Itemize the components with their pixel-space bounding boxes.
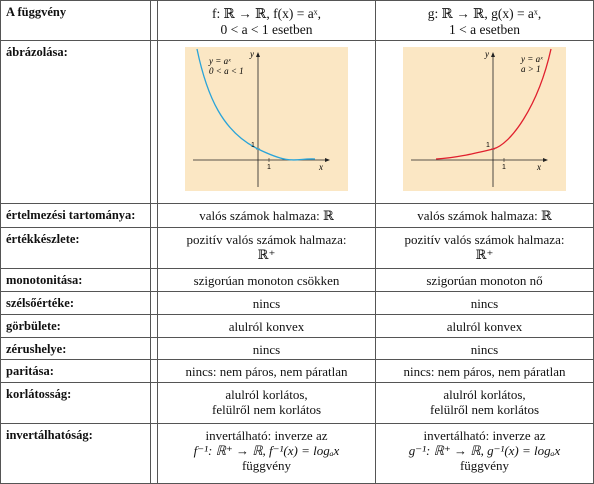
curvature-row: görbülete: alulról konvex alulról konvex xyxy=(0,313,594,339)
monotonic-row: monotonitása: szigorúan monoton csökken … xyxy=(0,267,594,292)
g-extremum: nincs xyxy=(375,290,594,315)
domain-label: értelmezési tartománya: xyxy=(0,203,151,229)
g-domain: valós számok halmaza: ℝ xyxy=(375,203,594,229)
f-plot-label-1: y = aˣ xyxy=(208,56,231,66)
f-x-arrow xyxy=(325,158,330,163)
f-parity: nincs: nem páros, nem páratlan xyxy=(157,359,376,384)
monotonic-label: monotonitása: xyxy=(0,267,151,292)
f-axis-x-label: x xyxy=(318,162,323,172)
f-axis-y-label: y xyxy=(249,49,254,59)
gap-cell xyxy=(150,382,158,424)
f-curvature: alulról konvex xyxy=(157,313,376,339)
f-definition-line1: f: ℝ → ℝ, f(x) = aˣ, xyxy=(212,6,321,21)
invertible-row: invertálhatóság: invertálható: inverze a… xyxy=(0,422,594,484)
gap-cell xyxy=(150,267,158,292)
g-plot: y = aˣ a > 1 x y 1 1 xyxy=(403,47,566,192)
gap-cell xyxy=(150,227,158,269)
gap-cell xyxy=(150,337,158,361)
invertible-label: invertálhatóság: xyxy=(0,422,151,484)
g-plot-label-2: a > 1 xyxy=(521,64,541,74)
g-curve xyxy=(435,49,552,160)
f-curve xyxy=(196,49,316,161)
g-definition-line2: 1 < a esetben xyxy=(449,22,520,37)
f-y-arrow xyxy=(256,52,260,58)
f-definition-line2: 0 < a < 1 esetben xyxy=(220,22,313,37)
gap-cell xyxy=(150,0,158,42)
graph-label: ábrázolása: xyxy=(0,40,151,205)
gap-cell xyxy=(150,422,158,484)
g-invertible: invertálható: inverze az g⁻¹: ℝ⁺ → ℝ, g⁻… xyxy=(375,422,594,484)
g-bounded: alulról korlátos, felülről nem korlátos xyxy=(375,382,594,424)
f-definition: f: ℝ → ℝ, f(x) = aˣ, 0 < a < 1 esetben xyxy=(157,0,376,42)
f-range: pozitív valós számok halmaza: ℝ⁺ xyxy=(157,227,376,269)
f-zero: nincs xyxy=(157,337,376,361)
f-domain: valós számok halmaza: ℝ xyxy=(157,203,376,229)
f-monotonic: szigorúan monoton csökken xyxy=(157,267,376,292)
g-plot-svg: y = aˣ a > 1 x y 1 1 xyxy=(411,49,552,188)
g-invertible-line2: g⁻¹: ℝ⁺ → ℝ, g⁻¹(x) = logₐx xyxy=(408,442,561,458)
f-range-line2: ℝ⁺ xyxy=(257,247,276,263)
f-plot: y = aˣ 0 < a < 1 x y 1 1 xyxy=(185,47,348,192)
g-axis-y-label: y xyxy=(484,49,489,59)
g-definition: g: ℝ → ℝ, g(x) = aˣ, 1 < a esetben xyxy=(375,0,594,42)
gap-cell xyxy=(150,290,158,315)
bounded-label: korlátosság: xyxy=(0,382,151,424)
g-tick-y-label: 1 xyxy=(486,142,490,149)
g-curvature: alulról konvex xyxy=(375,313,594,339)
f-bounded-line1: alulról korlátos, xyxy=(225,387,308,403)
f-invertible-line1: invertálható: inverze az xyxy=(205,427,328,443)
g-zero: nincs xyxy=(375,337,594,361)
f-tick-x-label: 1 xyxy=(267,164,271,171)
g-definition-line1: g: ℝ → ℝ, g(x) = aˣ, xyxy=(427,6,542,21)
g-x-arrow xyxy=(543,158,548,163)
parity-label: paritása: xyxy=(0,359,151,384)
f-invertible-line2: f⁻¹: ℝ⁺ → ℝ, f⁻¹(x) = logₐx xyxy=(193,442,340,458)
g-monotonic: szigorúan monoton nő xyxy=(375,267,594,292)
g-invertible-line1: invertálható: inverze az xyxy=(423,427,546,443)
domain-row: értelmezési tartománya: valós számok hal… xyxy=(0,203,594,229)
g-plot-label-1: y = aˣ xyxy=(520,54,543,64)
f-range-line1: pozitív valós számok halmaza: xyxy=(186,232,347,248)
gap-cell xyxy=(150,359,158,384)
range-label: értékkészlete: xyxy=(0,227,151,269)
header-row: A függvény f: ℝ → ℝ, f(x) = aˣ, 0 < a < … xyxy=(0,0,594,42)
f-tick-y-label: 1 xyxy=(251,142,255,149)
zero-row: zérushelye: nincs nincs xyxy=(0,337,594,361)
extremum-row: szélsőértéke: nincs nincs xyxy=(0,290,594,315)
zero-label: zérushelye: xyxy=(0,337,151,361)
g-parity: nincs: nem páros, nem páratlan xyxy=(375,359,594,384)
table-title: A függvény xyxy=(0,0,151,42)
f-extremum: nincs xyxy=(157,290,376,315)
f-bounded-line2: felülről nem korlátos xyxy=(211,402,322,418)
f-bounded: alulról korlátos, felülről nem korlátos xyxy=(157,382,376,424)
g-y-arrow xyxy=(491,52,495,58)
f-plot-svg: y = aˣ 0 < a < 1 x y 1 1 xyxy=(193,49,330,188)
curvature-label: görbülete: xyxy=(0,313,151,339)
g-range-line1: pozitív valós számok halmaza: xyxy=(404,232,565,248)
g-range-line2: ℝ⁺ xyxy=(475,247,494,263)
g-bounded-line1: alulról korlátos, xyxy=(443,387,526,403)
gap-cell xyxy=(150,203,158,229)
g-tick-x-label: 1 xyxy=(502,164,506,171)
gap-cell xyxy=(150,313,158,339)
f-plot-label-2: 0 < a < 1 xyxy=(209,66,244,76)
g-graph-cell: y = aˣ a > 1 x y 1 1 xyxy=(375,40,594,205)
f-graph-cell: y = aˣ 0 < a < 1 x y 1 1 xyxy=(157,40,376,205)
extremum-label: szélsőértéke: xyxy=(0,290,151,315)
f-invertible: invertálható: inverze az f⁻¹: ℝ⁺ → ℝ, f⁻… xyxy=(157,422,376,484)
gap-cell xyxy=(150,40,158,205)
g-bounded-line2: felülről nem korlátos xyxy=(429,402,540,418)
bounded-row: korlátosság: alulról korlátos, felülről … xyxy=(0,382,594,424)
g-range: pozitív valós számok halmaza: ℝ⁺ xyxy=(375,227,594,269)
graph-row: ábrázolása: y = aˣ 0 < a < 1 x y 1 1 xyxy=(0,40,594,205)
parity-row: paritása: nincs: nem páros, nem páratlan… xyxy=(0,359,594,384)
f-invertible-line3: függvény xyxy=(241,457,292,473)
g-invertible-line3: függvény xyxy=(459,457,510,473)
g-axis-x-label: x xyxy=(536,162,541,172)
range-row: értékkészlete: pozitív valós számok halm… xyxy=(0,227,594,269)
